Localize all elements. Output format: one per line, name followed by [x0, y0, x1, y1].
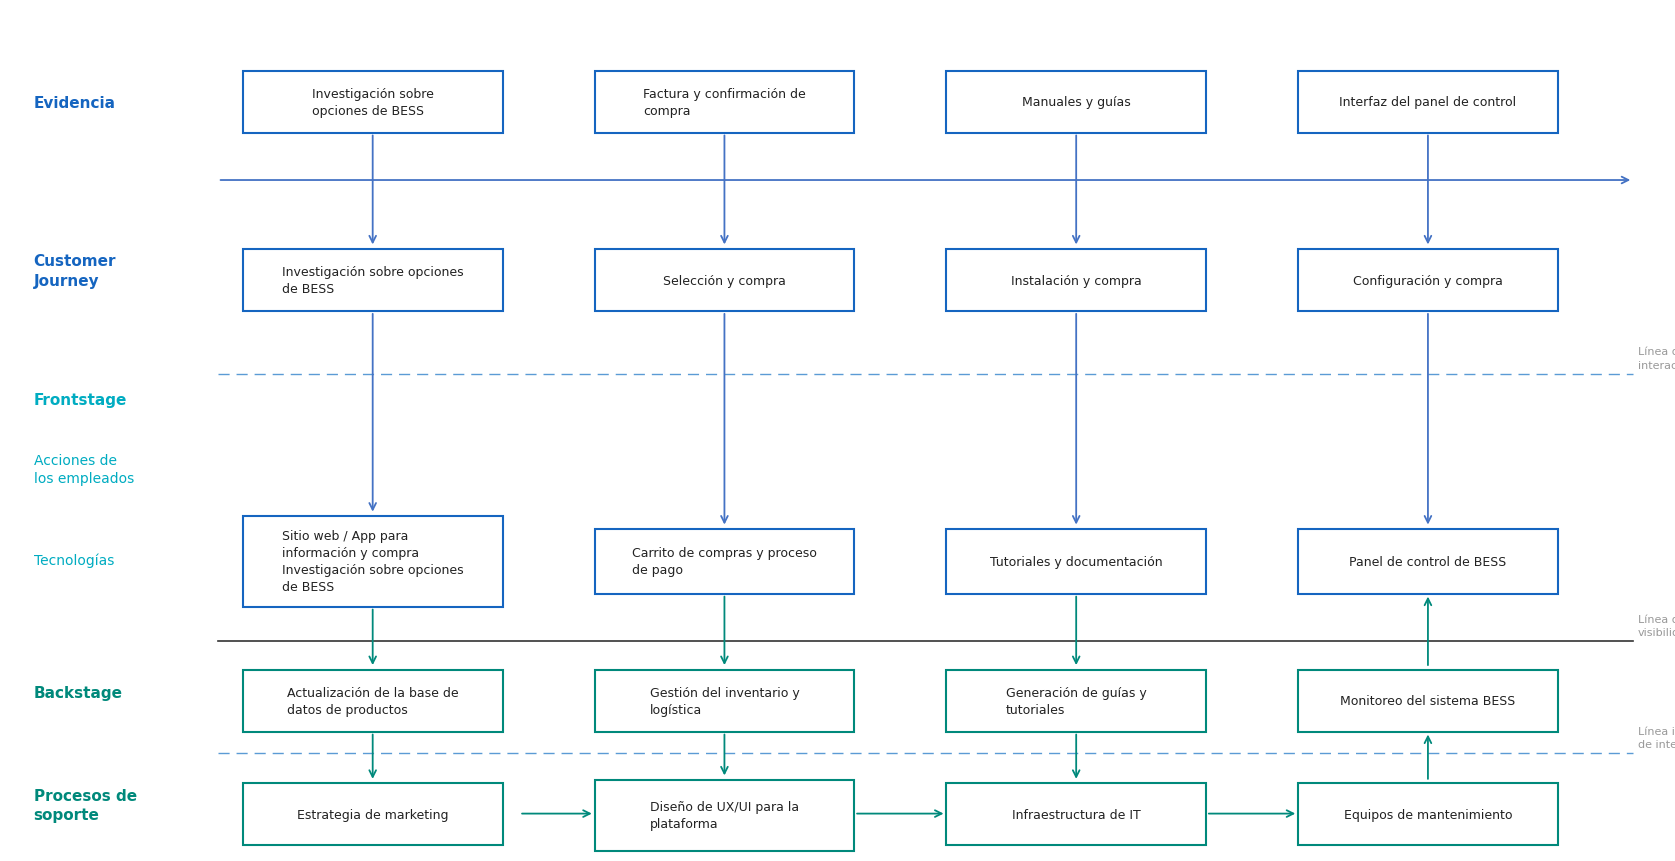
FancyBboxPatch shape: [1298, 530, 1558, 594]
Text: Sitio web / App para
información y compra
Investigación sobre opciones
de BESS: Sitio web / App para información y compr…: [281, 530, 464, 594]
Text: Frontstage: Frontstage: [34, 393, 127, 408]
Text: Configuración y compra: Configuración y compra: [1353, 274, 1502, 288]
Text: Infraestructura de IT: Infraestructura de IT: [1012, 808, 1141, 821]
Text: Customer
Journey: Customer Journey: [34, 254, 116, 288]
FancyBboxPatch shape: [946, 250, 1206, 312]
FancyBboxPatch shape: [946, 784, 1206, 846]
Text: Equipos de mantenimiento: Equipos de mantenimiento: [1343, 808, 1513, 821]
FancyBboxPatch shape: [243, 71, 502, 133]
FancyBboxPatch shape: [946, 71, 1206, 133]
Text: Generación de guías y
tutoriales: Generación de guías y tutoriales: [1005, 686, 1147, 715]
Text: Línea interna
de interacción: Línea interna de interacción: [1638, 726, 1675, 749]
Text: Instalación y compra: Instalación y compra: [1010, 274, 1142, 288]
Text: Investigación sobre opciones
de BESS: Investigación sobre opciones de BESS: [281, 266, 464, 295]
Text: Investigación sobre
opciones de BESS: Investigación sobre opciones de BESS: [312, 88, 434, 117]
Text: Manuales y guías: Manuales y guías: [1022, 96, 1131, 109]
FancyBboxPatch shape: [243, 784, 502, 846]
Text: Tecnologías: Tecnologías: [34, 553, 114, 567]
Text: Tutoriales y documentación: Tutoriales y documentación: [990, 555, 1162, 568]
FancyBboxPatch shape: [595, 780, 854, 851]
FancyBboxPatch shape: [243, 670, 502, 732]
Text: Panel de control de BESS: Panel de control de BESS: [1350, 555, 1506, 568]
FancyBboxPatch shape: [243, 250, 502, 312]
FancyBboxPatch shape: [946, 530, 1206, 594]
Text: Acciones de
los empleados: Acciones de los empleados: [34, 453, 134, 486]
Text: Línea de
interacción: Línea de interacción: [1638, 347, 1675, 370]
FancyBboxPatch shape: [595, 71, 854, 133]
Text: Diseño de UX/UI para la
plataforma: Diseño de UX/UI para la plataforma: [650, 801, 799, 830]
FancyBboxPatch shape: [1298, 71, 1558, 133]
Text: Gestión del inventario y
logística: Gestión del inventario y logística: [650, 686, 799, 715]
FancyBboxPatch shape: [1298, 670, 1558, 732]
Text: Factura y confirmación de
compra: Factura y confirmación de compra: [643, 88, 806, 117]
Text: Backstage: Backstage: [34, 685, 122, 701]
Text: Estrategia de marketing: Estrategia de marketing: [296, 808, 449, 821]
Text: Selección y compra: Selección y compra: [663, 274, 786, 288]
FancyBboxPatch shape: [243, 517, 502, 607]
Text: Procesos de
soporte: Procesos de soporte: [34, 788, 137, 822]
Text: Línea de
visibilidad: Línea de visibilidad: [1638, 614, 1675, 637]
Text: Interfaz del panel de control: Interfaz del panel de control: [1340, 96, 1516, 109]
Text: Actualización de la base de
datos de productos: Actualización de la base de datos de pro…: [286, 686, 459, 715]
FancyBboxPatch shape: [595, 250, 854, 312]
Text: Evidencia: Evidencia: [34, 96, 116, 111]
Text: Carrito de compras y proceso
de pago: Carrito de compras y proceso de pago: [631, 547, 817, 577]
FancyBboxPatch shape: [595, 670, 854, 732]
Text: Monitoreo del sistema BESS: Monitoreo del sistema BESS: [1340, 694, 1516, 708]
FancyBboxPatch shape: [1298, 784, 1558, 846]
FancyBboxPatch shape: [946, 670, 1206, 732]
FancyBboxPatch shape: [595, 530, 854, 594]
FancyBboxPatch shape: [1298, 250, 1558, 312]
